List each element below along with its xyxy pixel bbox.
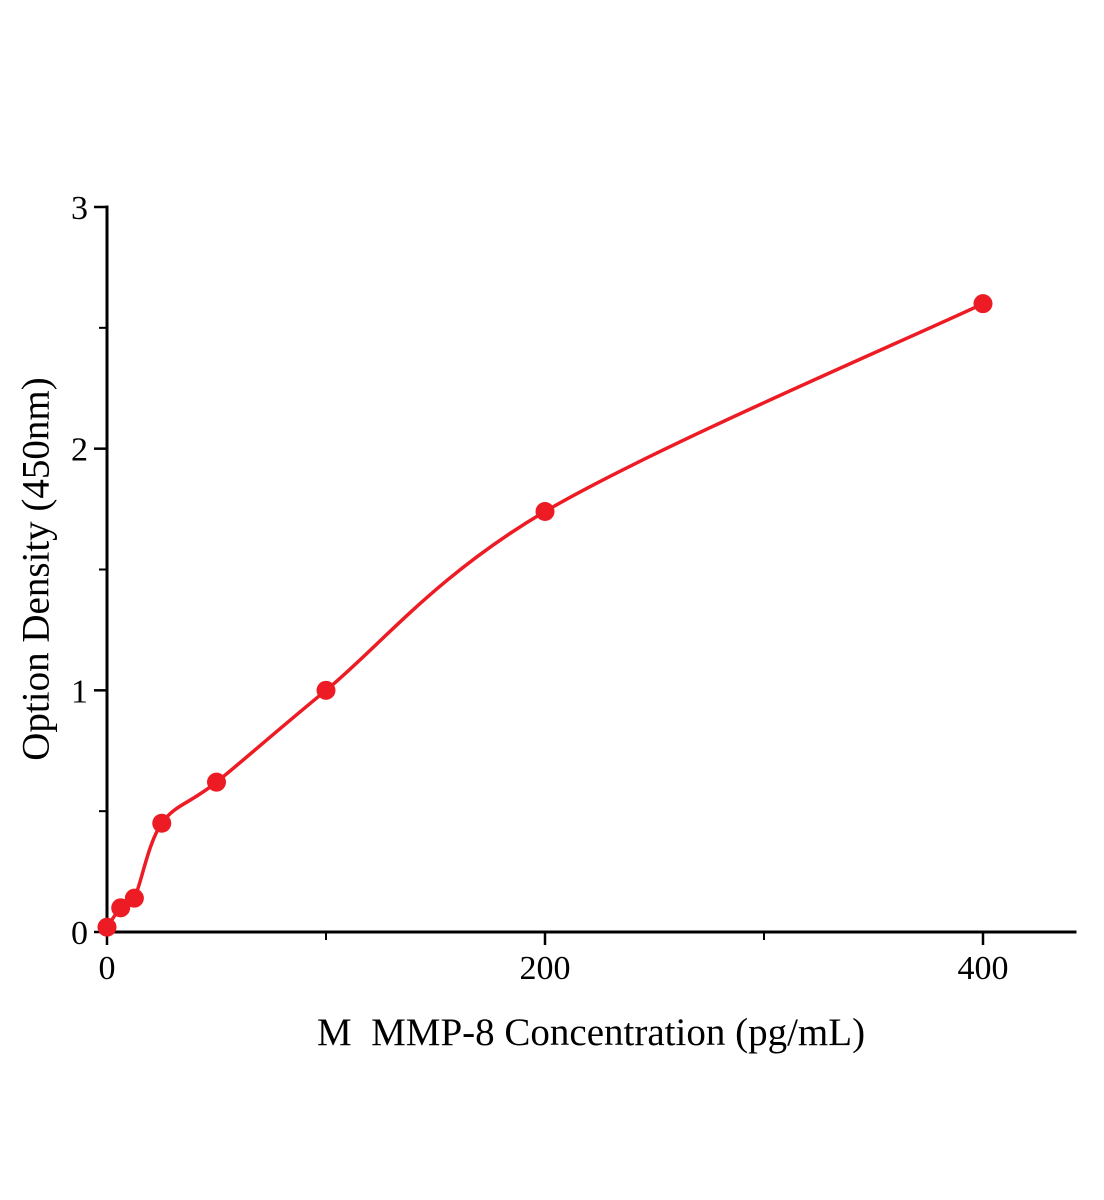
x-axis-title: M MMP-8 Concentration (pg/mL) xyxy=(316,1011,866,1054)
data-point xyxy=(152,813,172,833)
data-point xyxy=(535,502,555,521)
x-tick-label: 400 xyxy=(958,950,1009,987)
y-tick-label: 3 xyxy=(71,190,88,227)
y-axis-title: Option Density (450nm) xyxy=(14,377,58,761)
x-tick-label: 200 xyxy=(520,950,571,987)
data-point xyxy=(97,917,117,937)
data-point xyxy=(207,772,226,792)
x-tick-label: 0 xyxy=(99,950,116,987)
y-tick-label: 0 xyxy=(71,915,88,952)
data-point xyxy=(111,898,131,918)
fit-curve xyxy=(105,301,985,929)
data-point xyxy=(124,888,144,908)
data-point xyxy=(316,680,336,700)
data-point xyxy=(973,294,993,314)
y-tick-label: 1 xyxy=(71,673,88,710)
y-tick-label: 2 xyxy=(71,432,88,469)
